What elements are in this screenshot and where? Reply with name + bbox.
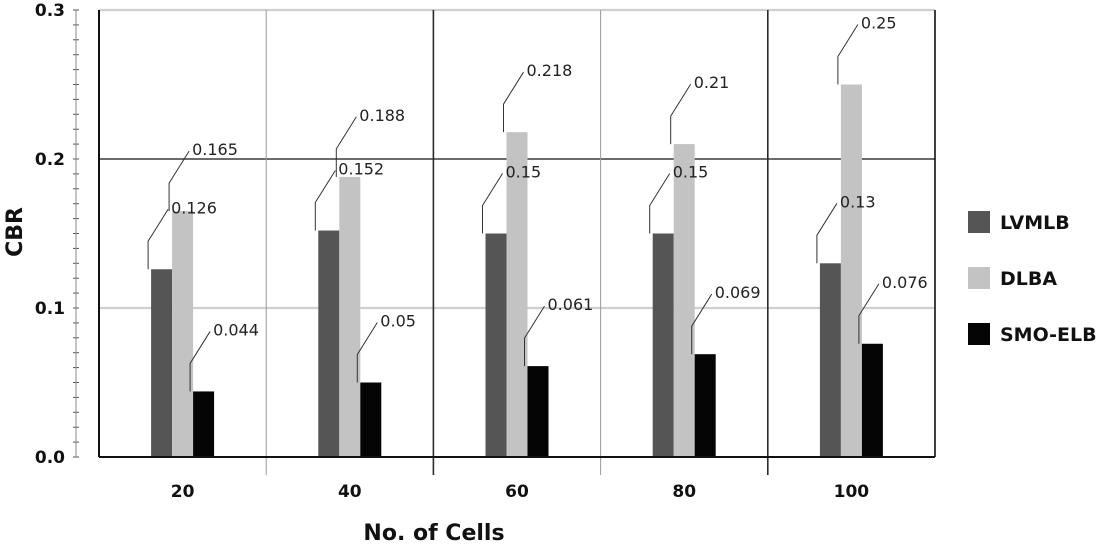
data-label: 0.152 [338, 160, 384, 179]
x-tick-label: 20 [171, 482, 195, 502]
y-tick-label: 0.2 [35, 150, 65, 170]
data-label-leader [356, 322, 378, 383]
bar-smo-elb-100 [861, 343, 883, 457]
data-label-leader [649, 173, 671, 234]
legend-label-smo-elb: SMO-ELB [1000, 324, 1097, 346]
data-label: 0.165 [192, 140, 238, 159]
data-label-leader [168, 150, 190, 212]
data-label: 0.218 [527, 61, 573, 80]
legend-swatch-lvmlb [968, 211, 990, 233]
data-label: 0.126 [171, 198, 217, 217]
x-axis-title: No. of Cells [363, 521, 504, 546]
data-label-leader [524, 305, 545, 367]
bar-lvmlb-80 [652, 233, 674, 457]
data-label: 0.15 [506, 163, 542, 182]
bar-dlba-100 [840, 84, 862, 457]
data-label-leader [147, 208, 169, 270]
data-label: 0.069 [715, 283, 761, 302]
bar-smo-elb-60 [527, 366, 549, 457]
y-tick-label: 0.0 [35, 448, 65, 468]
legend-swatch-dlba [968, 267, 990, 289]
data-label: 0.076 [882, 273, 928, 292]
legend-label-lvmlb: LVMLB [1000, 212, 1070, 234]
data-label-leader [816, 203, 838, 264]
data-label: 0.05 [380, 312, 416, 331]
y-tick-label: 0.1 [35, 299, 65, 319]
bar-smo-elb-20 [193, 391, 215, 457]
bar-dlba-80 [673, 144, 695, 457]
bar-dlba-20 [172, 211, 194, 457]
data-label-leader [482, 173, 503, 234]
bar-smo-elb-40 [360, 382, 382, 457]
legend-swatch-smo-elb [968, 323, 990, 345]
x-tick-label: 60 [505, 482, 529, 502]
data-label: 0.25 [861, 14, 897, 33]
x-tick-label: 100 [834, 482, 870, 502]
data-label: 0.15 [673, 163, 709, 182]
axes: 0.0 0.1 0.2 0.3 20 40 60 80 100 [35, 1, 936, 502]
data-label-leader [503, 71, 524, 133]
data-label: 0.13 [840, 192, 876, 211]
x-tick-label: 40 [338, 482, 362, 502]
legend-label-dlba: DLBA [1000, 268, 1057, 290]
data-label-leader [670, 83, 692, 145]
data-label-leader [335, 116, 357, 177]
data-labels: 0.126 0.152 0.15 0.15 0.13 0.165 0.188 0.218 0.2… [147, 14, 928, 392]
data-label-leader [858, 283, 880, 344]
bar-lvmlb-60 [485, 233, 507, 457]
bars [151, 84, 883, 457]
bar-smo-elb-80 [694, 354, 716, 457]
bar-lvmlb-40 [318, 230, 340, 457]
data-label: 0.061 [548, 295, 594, 314]
y-axis-title: CBR [3, 207, 28, 257]
data-label: 0.21 [694, 73, 730, 92]
bar-dlba-40 [339, 176, 361, 457]
data-label-leader [837, 24, 859, 85]
bar-lvmlb-100 [819, 263, 841, 457]
legend: LVMLB DLBA SMO-ELB [968, 211, 1097, 346]
y-tick-label: 0.3 [35, 1, 65, 21]
bar-lvmlb-20 [151, 269, 173, 457]
data-label: 0.044 [213, 320, 259, 339]
data-label: 0.188 [359, 106, 405, 125]
data-label-leader [314, 170, 336, 231]
bar-dlba-60 [506, 132, 528, 457]
x-tick-label: 80 [672, 482, 696, 502]
data-label-leader [189, 331, 211, 392]
data-label-leader [691, 293, 713, 355]
